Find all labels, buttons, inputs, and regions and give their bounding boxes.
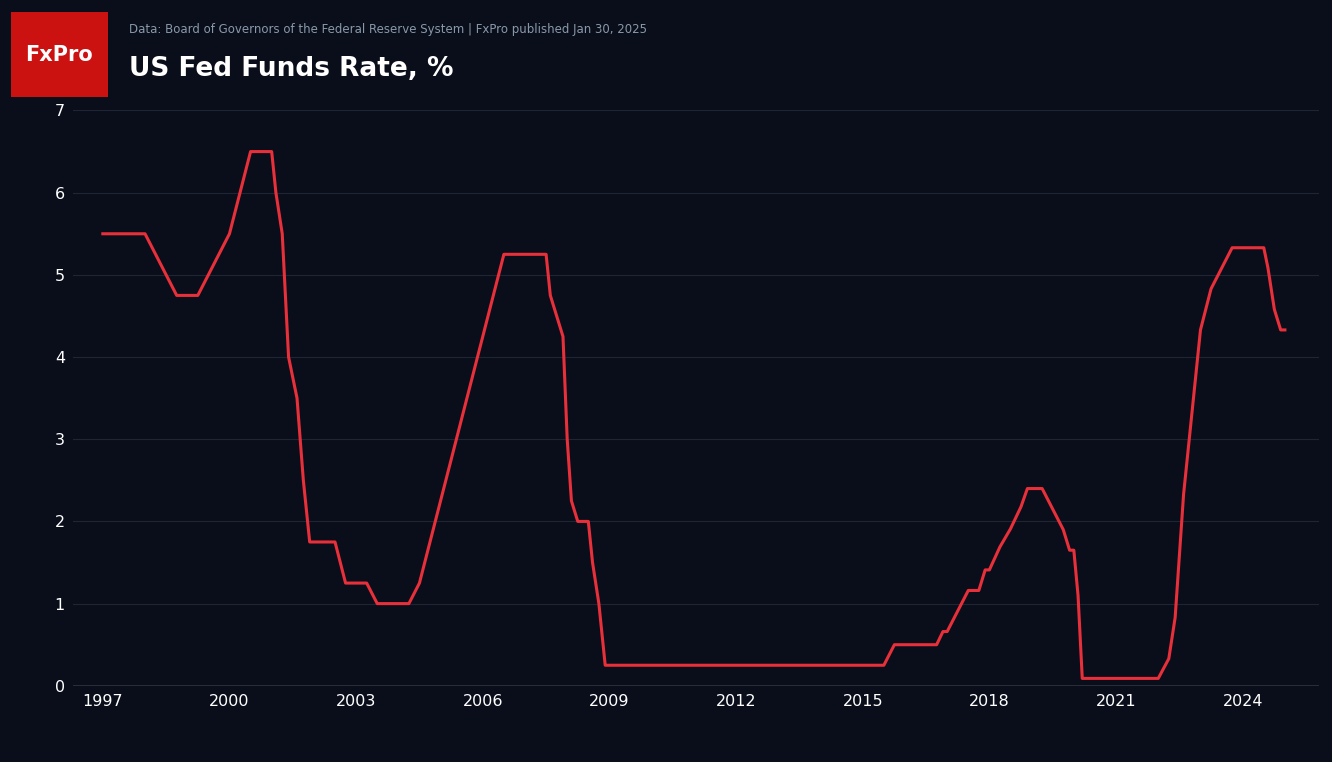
Text: FxPro: FxPro [25, 44, 93, 65]
FancyBboxPatch shape [11, 12, 108, 97]
Text: Data: Board of Governors of the Federal Reserve System | FxPro published Jan 30,: Data: Board of Governors of the Federal … [129, 23, 647, 36]
Text: US Fed Funds Rate, %: US Fed Funds Rate, % [129, 56, 454, 82]
